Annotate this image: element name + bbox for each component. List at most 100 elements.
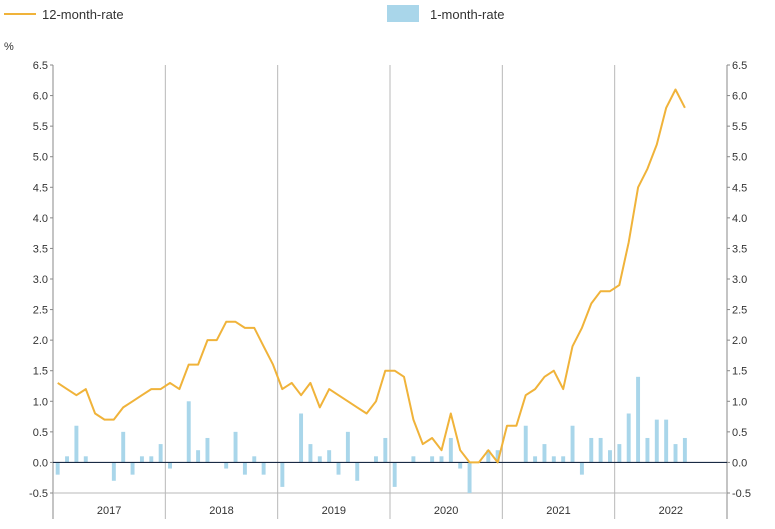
y-tick-label-left: 2.5 — [33, 305, 48, 317]
bar — [654, 419, 659, 463]
bar — [561, 456, 566, 463]
bar — [261, 462, 266, 475]
y-tick-label-right: 3.5 — [732, 243, 747, 255]
bar — [533, 456, 538, 463]
y-axis-left: -0.5 0.0 0.5 1.0 1.5 2.0 2.5 3.0 3.5 4.0 4.5 5.0 5.5… — [29, 60, 53, 500]
bar — [636, 376, 641, 463]
y-tick-label-left: 3.5 — [33, 243, 48, 255]
bar — [392, 462, 397, 487]
bar — [373, 456, 378, 463]
bar — [327, 450, 332, 463]
y-tick-label-left: 1.0 — [33, 396, 48, 408]
bar — [598, 437, 603, 463]
x-tick-label: 2018 — [209, 505, 233, 517]
legend-label-12-month-rate: 12-month-rate — [42, 7, 124, 22]
bar — [589, 437, 594, 463]
y-tick-label-right: 0.0 — [732, 457, 747, 469]
bar — [168, 462, 172, 469]
y-tick-label-left: 5.5 — [33, 121, 48, 133]
y-axis-right: -0.5 0.0 0.5 1.0 1.5 2.0 2.5 3.0 3.5 4.0 4.5 5.0 5.5… — [727, 60, 751, 500]
x-tick-label: 2020 — [434, 505, 458, 517]
bar — [486, 450, 491, 463]
legend-bar-swatch — [387, 5, 419, 22]
bar — [355, 462, 360, 481]
y-tick-label-right: -0.5 — [732, 488, 751, 500]
bar — [673, 444, 678, 463]
bar — [149, 456, 154, 463]
bar — [55, 462, 60, 475]
legend[interactable]: 12-month-rate 1-month-rate — [4, 5, 504, 22]
bar — [252, 456, 257, 463]
y-tick-label-left: 6.0 — [33, 91, 48, 103]
x-tick-label: 2022 — [659, 505, 683, 517]
bar — [317, 456, 322, 463]
bar — [139, 456, 144, 463]
bar — [542, 444, 547, 463]
bar — [111, 462, 116, 481]
grid — [52, 65, 728, 519]
y-tick-label-right: 1.5 — [732, 366, 747, 378]
y-tick-label-left: 5.0 — [33, 152, 48, 164]
y-tick-label-right: 2.0 — [732, 335, 747, 347]
bar — [608, 450, 612, 463]
y-tick-label-left: 0.0 — [33, 457, 48, 469]
x-tick-label: 2017 — [97, 505, 121, 517]
bar — [158, 444, 163, 463]
y-tick-label-right: 1.0 — [732, 396, 747, 408]
y-tick-label-left: 4.0 — [33, 213, 48, 225]
bar — [645, 437, 650, 463]
line-path — [57, 88, 686, 464]
y-tick-label-left: -0.5 — [29, 488, 48, 500]
bar — [242, 462, 247, 475]
y-tick-label-left: 0.5 — [33, 427, 48, 439]
bar — [411, 456, 416, 463]
y-tick-label-right: 3.0 — [732, 274, 747, 286]
bar — [570, 425, 575, 463]
bar — [130, 462, 135, 475]
y-tick-label-right: 6.0 — [732, 91, 747, 103]
bar — [74, 425, 79, 463]
bar — [336, 462, 341, 475]
bar — [299, 413, 304, 463]
bar — [83, 456, 88, 463]
y-tick-label-right: 0.5 — [732, 427, 747, 439]
y-tick-label-left: 2.0 — [33, 335, 48, 347]
bar — [233, 431, 238, 463]
bar — [224, 462, 229, 469]
bar — [467, 462, 472, 493]
y-tick-label-right: 5.0 — [732, 152, 747, 164]
bar — [551, 456, 556, 463]
y-tick-label-left: 6.5 — [33, 60, 48, 72]
bar — [495, 450, 500, 463]
bar — [579, 462, 584, 475]
bar — [308, 444, 313, 463]
bar — [626, 413, 631, 463]
y-tick-label-left: 1.5 — [33, 366, 48, 378]
bar — [523, 425, 528, 463]
bar — [664, 419, 669, 463]
bar — [196, 450, 201, 463]
bar — [430, 456, 435, 463]
bar — [448, 437, 453, 463]
x-axis: 2017 2018 2019 2020 2021 2022 — [97, 505, 683, 517]
bar — [682, 437, 687, 463]
bar — [345, 431, 350, 463]
y-tick-label-right: 4.0 — [732, 213, 747, 225]
y-tick-label-right: 5.5 — [732, 121, 747, 133]
line-series-12-month-rate — [57, 88, 686, 464]
y-tick-label-left: 4.5 — [33, 182, 48, 194]
bar — [383, 437, 388, 463]
y-tick-label-right: 6.5 — [732, 60, 747, 72]
y-tick-label-left: 3.0 — [33, 274, 48, 286]
unit-label: % — [4, 41, 14, 53]
bar — [280, 462, 285, 487]
legend-label-1-month-rate: 1-month-rate — [430, 7, 504, 22]
x-tick-label: 2019 — [322, 505, 346, 517]
bar-series-1-month-rate — [55, 376, 687, 493]
bar — [439, 456, 444, 463]
y-tick-label-right: 4.5 — [732, 182, 747, 194]
x-tick-label: 2021 — [546, 505, 570, 517]
y-tick-label-right: 2.5 — [732, 305, 747, 317]
bar — [617, 444, 622, 463]
